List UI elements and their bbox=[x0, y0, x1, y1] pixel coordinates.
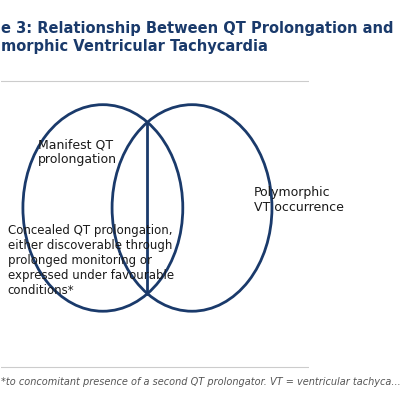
Text: e 3: Relationship Between QT Prolongation and
morphic Ventricular Tachycardia: e 3: Relationship Between QT Prolongatio… bbox=[1, 21, 394, 54]
Text: Polymorphic
VT occurrence: Polymorphic VT occurrence bbox=[254, 186, 343, 214]
Text: Concealed QT prolongation,
either discoverable through
prolonged monitoring or
e: Concealed QT prolongation, either discov… bbox=[8, 224, 174, 297]
Text: Manifest QT
prolongation: Manifest QT prolongation bbox=[38, 138, 117, 166]
Text: *to concomitant presence of a second QT prolongator. VT = ventricular tachyca...: *to concomitant presence of a second QT … bbox=[1, 377, 400, 387]
